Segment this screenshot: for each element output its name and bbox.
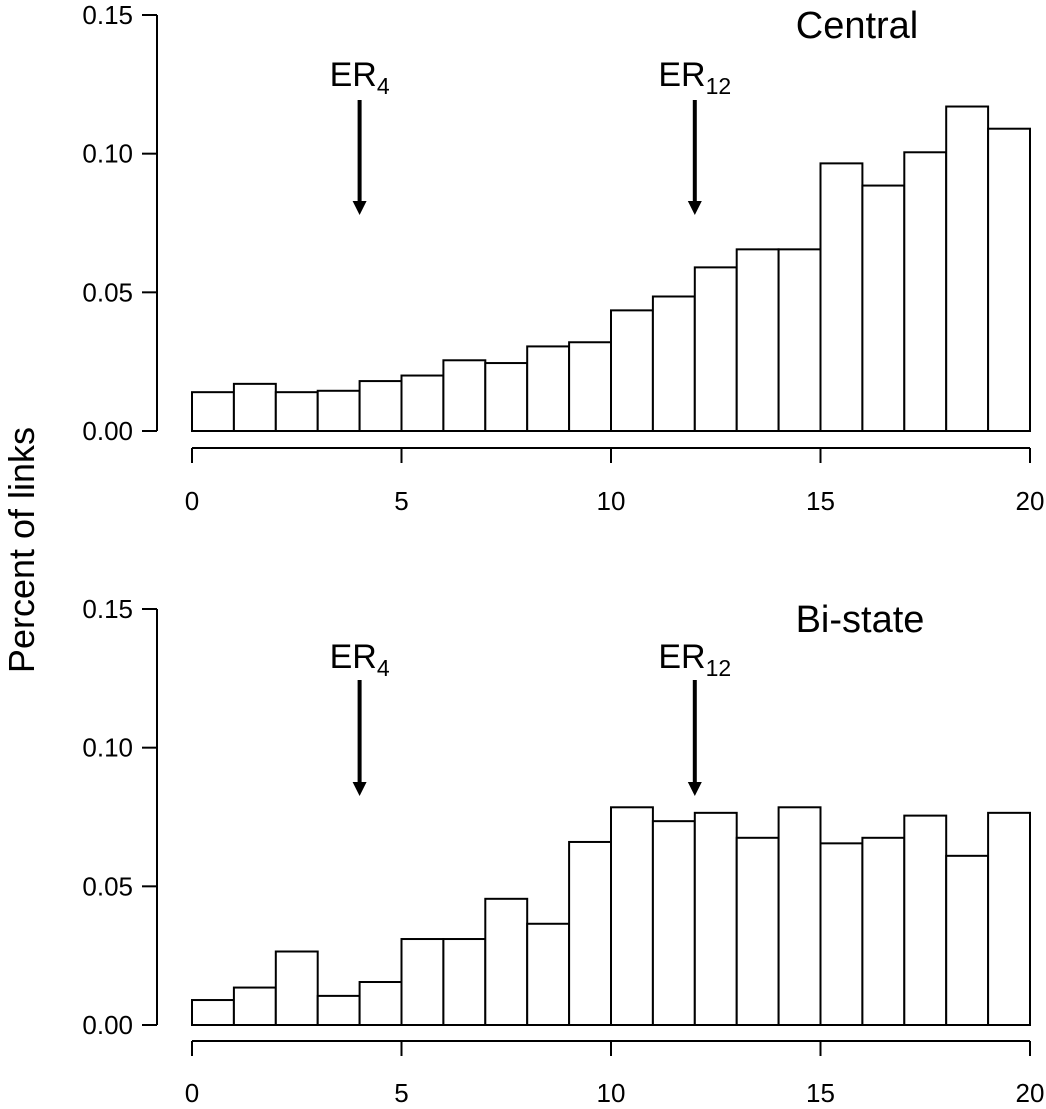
y-tick-label: 0.15: [82, 594, 133, 624]
histogram-bar: [861, 184, 906, 432]
histogram-bar: [651, 820, 696, 1026]
histogram-bar: [526, 922, 571, 1026]
histogram-bar: [903, 151, 948, 432]
histogram-bar: [987, 127, 1031, 432]
histogram-bar: [819, 162, 864, 433]
histogram-bar: [777, 248, 822, 432]
y-tick-label: 0.10: [82, 139, 133, 169]
panel-central: 0.00 0.05 0.10 0.15 0 5 10 15 20 Central ER4 ER12: [82, 0, 1044, 516]
histogram-bar: [442, 938, 487, 1027]
x-tick-label: 15: [806, 486, 835, 516]
histogram-bar: [693, 811, 738, 1027]
histogram-bar: [484, 362, 529, 433]
histogram-bar: [651, 295, 696, 433]
annotation-arrow-head: [687, 782, 702, 796]
y-tick-label: 0.00: [82, 1010, 133, 1040]
histogram-bar: [232, 986, 277, 1026]
histogram-bar: [191, 391, 235, 433]
histogram-bar: [735, 248, 780, 432]
histogram-bar: [484, 897, 529, 1027]
y-tick-label: 0.05: [82, 871, 133, 901]
histogram-bar: [903, 814, 948, 1027]
histogram-bar: [568, 341, 612, 432]
annotation-label: ER12: [658, 56, 731, 99]
histogram-bar: [945, 854, 990, 1026]
panel-title: Central: [796, 5, 919, 47]
annotation-arrow-head: [687, 201, 702, 215]
annotation-label: ER4: [330, 56, 390, 99]
panel-title: Bi-state: [796, 599, 925, 641]
histogram-bar: [316, 389, 361, 432]
x-tick-label: 20: [1016, 1078, 1045, 1108]
histogram-bar: [274, 391, 319, 433]
histogram-bar: [400, 374, 445, 432]
annotation-label: ER4: [330, 638, 390, 681]
x-tick-label: 0: [185, 1078, 199, 1108]
histogram-bar: [358, 981, 403, 1026]
y-tick-label: 0.00: [82, 416, 133, 446]
y-tick-label: 0.05: [82, 277, 133, 307]
histogram-bar: [400, 938, 445, 1027]
histogram-bar: [232, 382, 277, 432]
y-axis-label: Percent of links: [1, 427, 42, 673]
panel-bi-state: 0.00 0.05 0.10 0.15 0 5 10 15 20 Bi-state ER4 ER12: [82, 594, 1044, 1108]
y-tick-label: 0.10: [82, 733, 133, 763]
histogram-bar: [526, 345, 571, 432]
histogram-bar: [735, 836, 780, 1026]
annotation-arrow-head: [352, 782, 367, 796]
histogram-bar: [358, 380, 403, 432]
x-tick-label: 20: [1016, 486, 1045, 516]
histogram-bar: [568, 840, 612, 1027]
x-tick-label: 5: [394, 486, 408, 516]
x-tick-label: 5: [394, 1078, 408, 1108]
histogram-bar: [442, 359, 487, 432]
x-tick-label: 0: [185, 486, 199, 516]
histogram-bar: [610, 309, 654, 432]
x-tick-label: 10: [597, 1078, 626, 1108]
histogram-bar: [987, 811, 1031, 1027]
histogram-bar: [316, 994, 361, 1027]
histogram-bar: [861, 836, 906, 1026]
histogram-bar: [274, 950, 319, 1026]
histogram-bar: [819, 842, 864, 1027]
histogram-bar: [693, 266, 738, 432]
x-tick-label: 15: [806, 1078, 835, 1108]
histogram-bar: [610, 806, 654, 1026]
y-tick-label: 0.15: [82, 0, 133, 30]
x-tick-label: 10: [597, 486, 626, 516]
histogram-bar: [191, 999, 235, 1026]
histogram-bar: [777, 806, 822, 1026]
annotation-label: ER12: [658, 638, 731, 681]
annotation-arrow-head: [352, 201, 367, 215]
histogram-bar: [945, 105, 990, 433]
